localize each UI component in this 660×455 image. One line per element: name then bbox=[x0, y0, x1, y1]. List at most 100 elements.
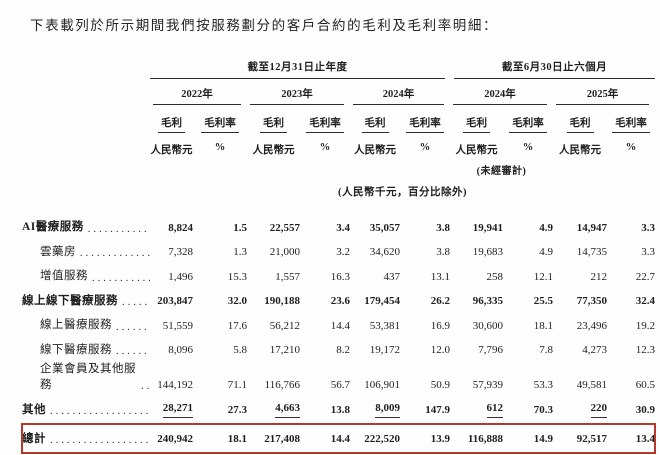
gross-margin-value: 14.4 bbox=[330, 432, 350, 445]
gross-profit-value: 612 bbox=[450, 402, 503, 421]
unit-header-rmb: 人民幣元 bbox=[252, 145, 295, 156]
gross-margin-value: 1.5 bbox=[233, 221, 247, 234]
year-header-2023: 2023年 bbox=[250, 79, 344, 105]
unit-header-rmb: 人民幣元 bbox=[354, 145, 396, 156]
dot-leader bbox=[46, 435, 150, 447]
dot-leader bbox=[137, 381, 150, 393]
unaudited-note: (未經審計) bbox=[476, 166, 527, 177]
gross-profit-value: 53,381 bbox=[369, 319, 400, 332]
table-intro-text: 下表載列於所示期間我們按服務劃分的客戶合約的毛利及毛利率明細： bbox=[30, 18, 499, 33]
gross-margin-value: 3.4 bbox=[336, 221, 350, 234]
unit-header-percent: % bbox=[625, 142, 637, 153]
gross-profit-value: 19,941 bbox=[472, 221, 503, 234]
row-label: 線上線下醫療服務 bbox=[22, 293, 150, 312]
gross-margin-value: 16.9 bbox=[430, 319, 450, 332]
period-group-annual: 截至12月31日止年度 bbox=[150, 56, 445, 79]
dot-leader bbox=[88, 273, 150, 285]
gross-margin-value: 12.1 bbox=[533, 270, 553, 283]
row-label: 增值服務 bbox=[22, 268, 150, 287]
gross-margin-value: 19.2 bbox=[635, 319, 655, 332]
year-header-2022: 2022年 bbox=[153, 79, 241, 105]
measure-header-row: 毛利 毛利率 毛利 毛利率 毛利 毛利率 毛利 毛利率 毛利 毛利率 bbox=[22, 105, 655, 133]
gross-margin-value: 3.8 bbox=[436, 221, 450, 234]
gross-margin-value: 71.1 bbox=[227, 379, 247, 392]
gross-margin-value: 4.9 bbox=[539, 246, 553, 259]
gross-profit-value: 56,212 bbox=[269, 319, 300, 332]
measure-header-gross-profit: 毛利 bbox=[350, 105, 400, 133]
gross-margin-value: 22.7 bbox=[635, 270, 655, 283]
unit-header-rmb: 人民幣元 bbox=[559, 145, 601, 156]
unit-header-percent: % bbox=[319, 142, 331, 153]
spacer bbox=[22, 79, 150, 105]
row-label: 雲藥房 bbox=[22, 244, 150, 263]
gross-profit-value: 8,009 bbox=[350, 402, 400, 421]
period-group-row: 截至12月31日止年度 截至6月30日止六個月 bbox=[22, 56, 655, 79]
gross-margin-value: 12.0 bbox=[430, 344, 450, 357]
dot-leader bbox=[118, 297, 150, 309]
gross-margin-value: 8.2 bbox=[336, 344, 350, 357]
gross-profit-value: 92,517 bbox=[576, 432, 607, 445]
gross-profit-value: 17,210 bbox=[269, 344, 300, 357]
gross-profit-value: 222,520 bbox=[364, 432, 400, 445]
measure-header-gross-profit: 毛利 bbox=[247, 105, 300, 133]
gross-margin-value: 18.1 bbox=[227, 432, 247, 445]
spacer bbox=[22, 105, 150, 133]
gross-margin-value: 32.4 bbox=[635, 295, 655, 308]
measure-header-gross-profit: 毛利 bbox=[450, 105, 503, 133]
gross-profit-value: 4,663 bbox=[247, 402, 300, 421]
row-label-text: 線上醫療服務 bbox=[40, 319, 112, 332]
row-label: 總計 bbox=[22, 431, 150, 450]
row-label-text: 企業會員及其他服務 bbox=[40, 363, 136, 392]
gross-profit-value: 14,735 bbox=[576, 246, 607, 259]
units-note-row: (人民幣千元，百分比除外) bbox=[22, 177, 655, 199]
unit-header-row: 人民幣元 % 人民幣元 % 人民幣元 % 人民幣元 % 人民幣元 % bbox=[22, 133, 655, 159]
units-note: (人民幣千元，百分比除外) bbox=[338, 187, 467, 198]
gross-margin-value: 70.3 bbox=[533, 403, 553, 416]
table-row: 總計 240,942 18.1 217,408 14.4 222,520 13.9 116,8… bbox=[21, 422, 656, 454]
year-header-2024-interim: 2024年 bbox=[453, 79, 547, 105]
gross-profit-value: 106,901 bbox=[364, 379, 400, 392]
spacer bbox=[22, 133, 150, 159]
gross-margin-value: 12.3 bbox=[635, 344, 655, 357]
gross-profit-value: 220 bbox=[553, 402, 607, 421]
gross-margin-value: 13.4 bbox=[635, 432, 655, 445]
gross-margin-value: 14.9 bbox=[533, 432, 553, 445]
gross-margin-value: 18.1 bbox=[533, 319, 553, 332]
gross-margin-value: 16.3 bbox=[330, 270, 350, 283]
row-label: 企業會員及其他服務 bbox=[22, 361, 150, 396]
gross-profit-value: 57,939 bbox=[472, 379, 503, 392]
measure-header-gross-margin: 毛利率 bbox=[400, 105, 450, 133]
gross-profit-value: 8,824 bbox=[168, 221, 193, 234]
gross-profit-value: 23,496 bbox=[576, 319, 607, 332]
dot-leader bbox=[112, 322, 150, 334]
gross-profit-value: 49,581 bbox=[576, 379, 607, 392]
gross-profit-value: 19,172 bbox=[369, 344, 400, 357]
measure-header-gross-margin: 毛利率 bbox=[607, 105, 655, 133]
gross-margin-value: 50.9 bbox=[430, 379, 450, 392]
gross-profit-value: 96,335 bbox=[472, 295, 503, 308]
gross-margin-value: 3.3 bbox=[641, 246, 655, 259]
table-row: AI醫療服務 8,824 1.5 22,557 3.4 35,057 3.8 19,941 4.… bbox=[22, 214, 655, 239]
gross-profit-value: 22,557 bbox=[269, 221, 300, 234]
gross-profit-value: 7,796 bbox=[478, 344, 503, 357]
gross-profit-value: 19,683 bbox=[472, 246, 503, 259]
gross-profit-value: 190,188 bbox=[264, 295, 300, 308]
gross-margin-value: 3.2 bbox=[336, 246, 350, 259]
measure-header-gross-profit: 毛利 bbox=[553, 105, 607, 133]
gross-profit-value: 14,947 bbox=[576, 221, 607, 234]
dot-leader bbox=[84, 224, 150, 236]
gross-profit-value: 144,192 bbox=[157, 379, 193, 392]
measure-header-gross-margin: 毛利率 bbox=[193, 105, 247, 133]
gross-margin-value: 14.4 bbox=[330, 319, 350, 332]
gross-profit-value: 21,000 bbox=[269, 246, 300, 259]
gross-margin-value: 7.8 bbox=[539, 344, 553, 357]
gross-profit-value: 116,888 bbox=[467, 432, 503, 445]
unaudited-note-row: (未經審計) bbox=[22, 159, 655, 177]
table-row: 線上醫療服務 51,559 17.6 56,212 14.4 53,381 16.9 30,6… bbox=[22, 312, 655, 337]
unit-header-percent: % bbox=[214, 142, 226, 153]
year-header-2024: 2024年 bbox=[353, 79, 444, 105]
unit-header-rmb: 人民幣元 bbox=[455, 145, 498, 156]
table-row: 增值服務 1,496 15.3 1,557 16.3 437 13.1 258 12.1 212 2… bbox=[22, 263, 655, 288]
gross-profit-value: 35,057 bbox=[369, 221, 400, 234]
